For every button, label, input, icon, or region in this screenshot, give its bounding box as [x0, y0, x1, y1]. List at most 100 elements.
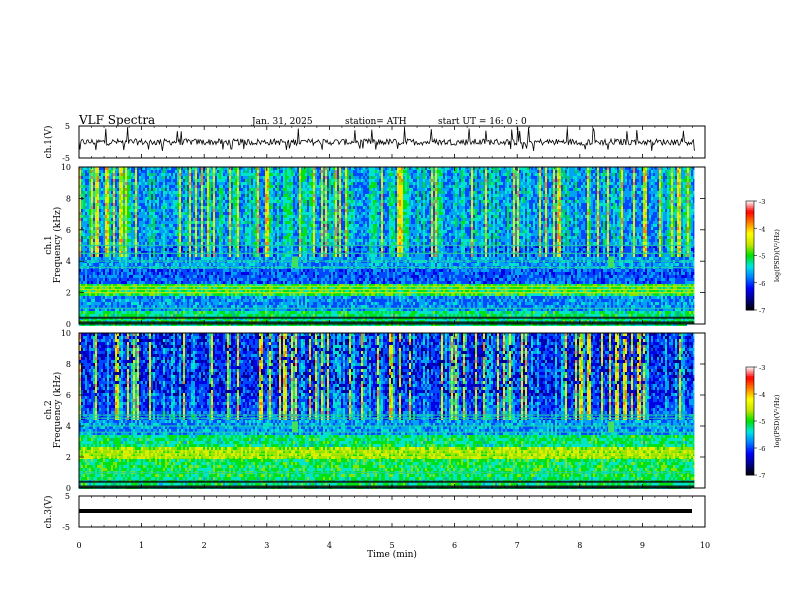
spectrogram-cell — [647, 182, 649, 185]
spectrogram-cell — [525, 224, 527, 227]
spectrogram-cell — [523, 200, 525, 203]
spectrogram-cell — [537, 194, 539, 197]
spectrogram-cell — [669, 194, 671, 197]
spectrogram-cell — [283, 179, 285, 182]
spectrogram-cell — [693, 173, 694, 176]
spectrogram-cell — [673, 197, 675, 200]
ch1-spectrogram-image — [79, 167, 694, 326]
spectrogram-cell — [321, 188, 323, 191]
spectrogram-cell — [623, 173, 625, 176]
spectrogram-cell — [549, 191, 551, 194]
spectrogram-cell — [293, 188, 295, 191]
spectrogram-cell — [517, 209, 519, 212]
spectrogram-cell — [511, 173, 513, 176]
spectrogram-cell — [391, 215, 393, 218]
spectrogram-cell — [423, 221, 425, 224]
spectrogram-cell — [113, 191, 115, 194]
spectrogram-cell — [85, 197, 89, 200]
spectrogram-cell — [83, 212, 85, 215]
spectrogram-cell — [351, 182, 353, 185]
spectrogram-cell — [309, 170, 311, 173]
spectrogram-cell — [225, 170, 227, 173]
spectrogram-cell — [471, 203, 473, 206]
spectrogram-cell — [461, 191, 463, 194]
spectrogram-cell — [443, 218, 445, 221]
spectrogram-cell — [337, 203, 339, 206]
spectrogram-cell — [527, 218, 529, 221]
spectrogram-cell — [327, 179, 329, 182]
spectrogram-cell — [603, 206, 605, 209]
spectrogram-cell — [85, 170, 87, 173]
spectrogram-cell — [319, 173, 321, 176]
spectrogram-cell — [205, 176, 207, 179]
spectrogram-cell — [651, 203, 653, 206]
spectrogram-cell — [189, 224, 191, 227]
spectrogram-cell — [239, 182, 241, 185]
spectrogram-cell — [483, 170, 485, 173]
spectrogram-cell — [605, 179, 607, 182]
spectrogram-cell — [341, 224, 345, 227]
spectrogram-cell — [217, 200, 219, 203]
spectrogram-cell — [633, 212, 635, 215]
spectrogram-cell — [615, 200, 619, 203]
spectrogram-cell — [345, 173, 347, 176]
spectrogram-cell — [659, 221, 661, 224]
spectrogram-cell — [101, 206, 103, 209]
spectrogram-cell — [471, 188, 473, 191]
spectrogram-cell — [585, 212, 587, 215]
spectrogram-cell — [389, 209, 391, 212]
spectrogram-cell — [231, 197, 233, 200]
spectrogram-cell — [637, 209, 641, 212]
spectrogram-cell — [287, 170, 291, 173]
spectrogram-cell — [113, 182, 115, 185]
spectrogram-cell — [201, 185, 203, 188]
spectrogram-cell — [689, 194, 693, 197]
spectrogram-cell — [263, 200, 265, 203]
spectrogram-cell — [547, 224, 549, 227]
spectrogram-cell — [345, 197, 347, 200]
spectrogram-cell — [309, 179, 313, 182]
spectrogram-cell — [99, 176, 103, 179]
spectrogram-cell — [435, 221, 437, 224]
spectrogram-cell — [261, 170, 265, 173]
spectrogram-cell — [323, 203, 325, 206]
spectrogram-cell — [227, 203, 229, 206]
spectrogram-cell — [631, 212, 633, 215]
spectrogram-cell — [169, 215, 171, 218]
spectrogram-cell — [525, 191, 527, 194]
spectrogram-cell — [599, 212, 607, 215]
spectrogram-cell — [333, 176, 335, 179]
spectrogram-cell — [369, 179, 375, 182]
spectrogram-cell — [471, 209, 473, 212]
spectrogram-cell — [145, 194, 147, 197]
spectrogram-cell — [141, 185, 145, 188]
spectrogram-cell — [673, 191, 675, 194]
spectrogram-cell — [515, 197, 517, 200]
spectrogram-cell — [299, 206, 301, 209]
spectrogram-cell — [205, 188, 207, 191]
spectrogram-cell — [547, 194, 549, 197]
spectrogram-cell — [423, 200, 425, 203]
spectrogram-cell — [327, 182, 329, 185]
spectrogram-cell — [507, 182, 509, 185]
spectrogram-cell — [581, 185, 583, 188]
spectrogram-cell — [421, 170, 423, 173]
spectrogram-cell — [265, 188, 267, 191]
spectrogram-cell — [493, 224, 495, 227]
spectrogram-cell — [431, 215, 433, 218]
spectrogram-cell — [545, 203, 547, 206]
spectrogram-cell — [209, 191, 211, 194]
spectrogram-cell — [641, 221, 643, 224]
spectrogram-cell — [93, 203, 95, 206]
spectrogram-cell — [215, 206, 217, 209]
spectrogram-cell — [491, 182, 493, 185]
spectrogram-cell — [259, 179, 263, 182]
spectrogram-cell — [361, 188, 363, 191]
spectrogram-cell — [183, 176, 185, 179]
spectrogram-cell — [265, 224, 267, 227]
spectrogram-cell — [499, 200, 503, 203]
spectrogram-cell — [371, 176, 373, 179]
spectrogram-cell — [459, 194, 461, 197]
spectrogram-cell — [223, 188, 225, 191]
spectrogram-cell — [413, 185, 415, 188]
